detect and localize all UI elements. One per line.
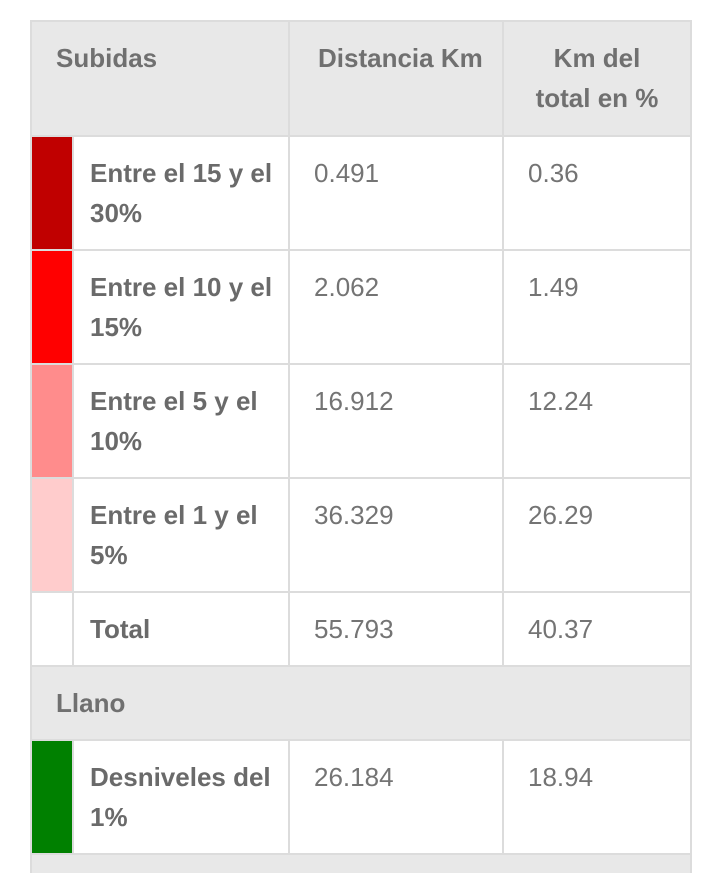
table-row: Entre el 5 y el 10% 16.912 12.24 — [30, 363, 693, 479]
table-header-row: Subidas Distancia Km Km del total en % — [29, 20, 693, 137]
header-percent: Km del total en % — [502, 20, 693, 137]
header-subidas: Subidas — [29, 20, 291, 137]
row-percent: 26.29 — [502, 477, 693, 593]
row-label: Entre el 10 y el 15% — [71, 249, 291, 365]
row-distance: 36.329 — [288, 477, 505, 593]
total-label: Total — [71, 591, 291, 667]
header-distance: Distancia Km — [288, 20, 505, 137]
color-swatch — [30, 363, 74, 479]
row-distance: 16.912 — [288, 363, 505, 479]
row-label: Desniveles del 1% — [71, 739, 291, 855]
row-label: Entre el 15 y el 30% — [71, 135, 291, 251]
table-row: Desniveles del 1% 26.184 18.94 — [30, 739, 693, 855]
section-llano: Llano — [29, 665, 693, 741]
total-percent: 40.37 — [502, 591, 693, 667]
row-distance: 0.491 — [288, 135, 505, 251]
row-percent: 12.24 — [502, 363, 693, 479]
row-distance: 26.184 — [288, 739, 505, 855]
row-percent: 0.36 — [502, 135, 693, 251]
color-swatch — [30, 477, 74, 593]
color-swatch — [30, 249, 74, 365]
row-label: Entre el 1 y el 5% — [71, 477, 291, 593]
table-footer-stub — [29, 853, 693, 873]
slope-distribution-table: Subidas Distancia Km Km del total en % E… — [29, 20, 693, 873]
row-percent: 18.94 — [502, 739, 693, 855]
table-row: Entre el 15 y el 30% 0.491 0.36 — [30, 135, 693, 251]
row-label: Entre el 5 y el 10% — [71, 363, 291, 479]
color-swatch — [30, 591, 74, 667]
row-distance: 2.062 — [288, 249, 505, 365]
color-swatch — [30, 739, 74, 855]
section-row: Llano — [29, 665, 693, 741]
table-row: Entre el 1 y el 5% 36.329 26.29 — [30, 477, 693, 593]
footer-cell — [29, 853, 693, 873]
total-distance: 55.793 — [288, 591, 505, 667]
row-percent: 1.49 — [502, 249, 693, 365]
color-swatch — [30, 135, 74, 251]
table-row: Entre el 10 y el 15% 2.062 1.49 — [30, 249, 693, 365]
total-row: Total 55.793 40.37 — [30, 591, 693, 667]
